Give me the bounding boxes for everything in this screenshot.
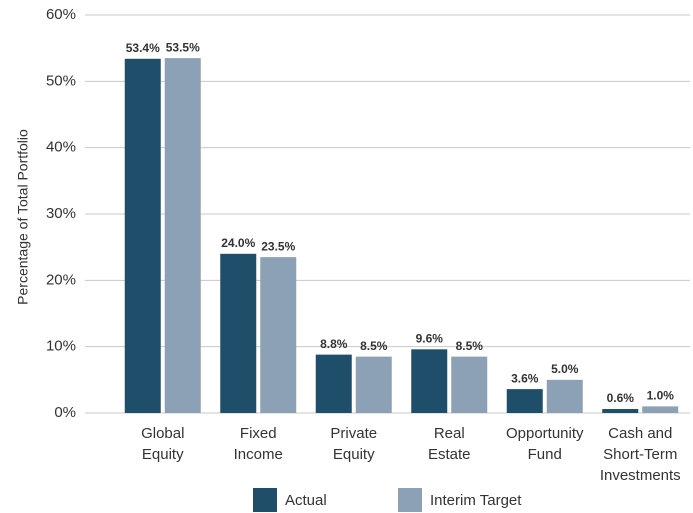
value-label: 8.5% [360,339,388,353]
y-tick-label: 30% [46,205,76,222]
legend-swatch [398,488,422,512]
bar [411,349,448,413]
y-tick-label: 40% [46,139,76,156]
x-tick-label: Cash and Short-Term Investments [599,425,681,484]
x-tick-label: Global Equity [141,425,185,463]
value-label: 0.6% [607,391,635,405]
x-tick-label: Real Estate [427,425,471,463]
x-tick-label: Fixed Income [233,425,283,463]
bar [124,58,161,413]
bar [506,389,543,413]
value-label: 53.5% [166,40,200,54]
bar [546,379,583,413]
bar [602,409,639,413]
y-tick-label: 50% [46,72,76,89]
bar [642,406,679,413]
bar [260,257,297,413]
bar [451,356,488,413]
value-label: 3.6% [511,371,539,385]
bar [220,253,257,413]
bar [164,58,201,413]
y-tick-label: 10% [46,338,76,355]
value-label: 1.0% [647,389,675,403]
x-tick-label: Private Equity [330,425,378,463]
y-tick-label: 60% [46,6,76,23]
legend-label: Interim Target [430,492,522,509]
value-label: 9.6% [416,331,444,345]
value-label: 5.0% [551,362,579,376]
value-label: 8.5% [456,339,484,353]
value-label: 24.0% [221,236,255,250]
bar [315,354,352,413]
x-tick-label: Opportunity Fund [505,425,584,463]
bar [355,356,392,413]
legend-swatch [253,488,277,512]
value-label: 23.5% [261,239,295,253]
y-tick-label: 0% [54,404,76,421]
legend-label: Actual [285,492,327,509]
y-axis-label: Percentage of Total Portfolio [15,129,31,305]
value-label: 53.4% [126,41,160,55]
value-label: 8.8% [320,337,348,351]
y-tick-label: 20% [46,271,76,288]
